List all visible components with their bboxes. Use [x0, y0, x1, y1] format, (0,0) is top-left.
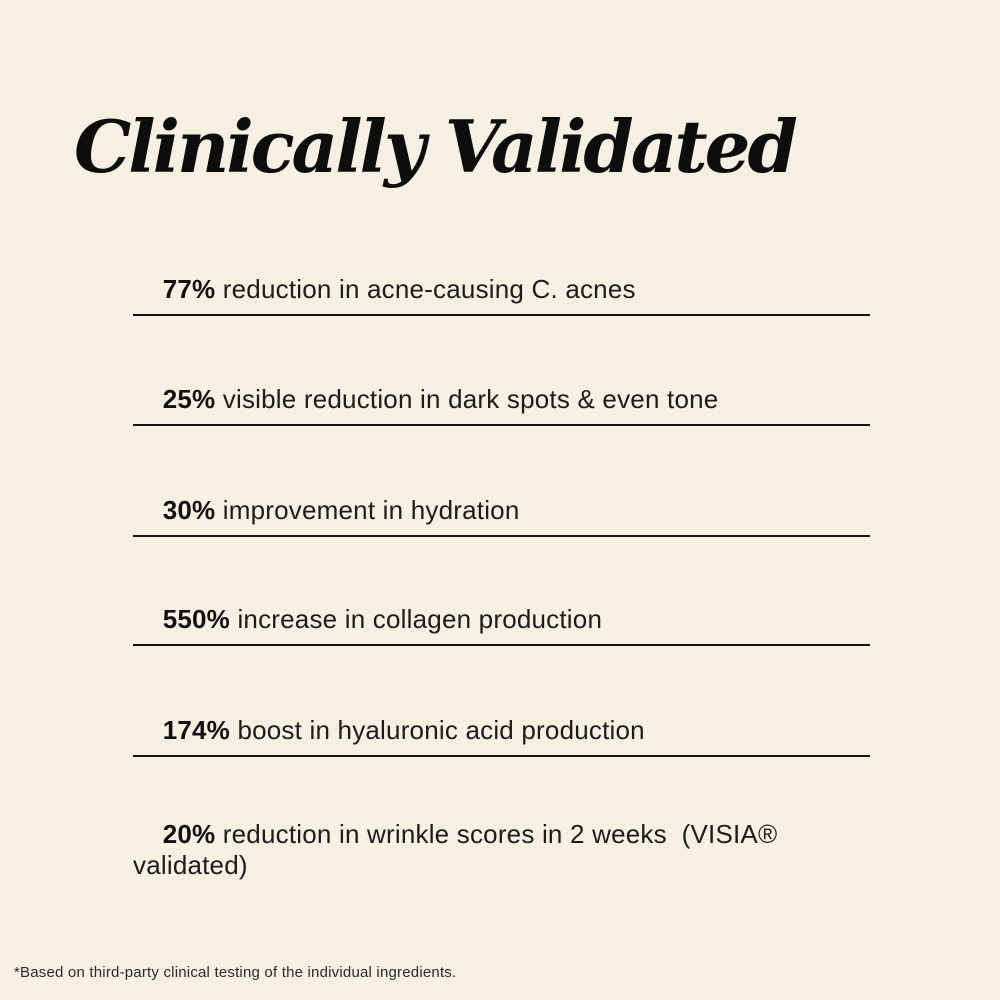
stat-value: 20%: [162, 819, 216, 850]
stat-value: 77%: [162, 274, 216, 305]
stat-row-wrinkles: 20% reduction in wrinkle scores in 2 wee…: [133, 788, 873, 913]
stat-row-dark-spots: 25% visible reduction in dark spots & ev…: [133, 353, 873, 447]
stat-value: 30%: [162, 495, 216, 526]
stat-text: improvement in hydration: [222, 495, 520, 526]
divider: [133, 424, 870, 426]
divider: [133, 644, 870, 646]
divider: [133, 755, 870, 757]
stat-row-hydration: 30% improvement in hydration: [133, 464, 873, 558]
stat-text: boost in hyaluronic acid production: [237, 715, 645, 746]
stat-value: 174%: [162, 715, 231, 746]
page-title: Clinically Validated: [74, 104, 798, 190]
stat-text: increase in collagen production: [237, 604, 603, 635]
stat-row-hyaluronic: 174% boost in hyaluronic acid production: [133, 684, 873, 778]
stat-row-collagen: 550% increase in collagen production: [133, 573, 873, 667]
stat-text: reduction in acne-causing C. acnes: [222, 274, 636, 305]
divider: [133, 314, 870, 316]
stat-row-acne: 77% reduction in acne-causing C. acnes: [133, 243, 873, 337]
stat-value: 25%: [162, 384, 216, 415]
stat-text: visible reduction in dark spots & even t…: [222, 384, 719, 415]
divider: [133, 535, 870, 537]
stat-text: reduction in wrinkle scores in 2 weeks (…: [133, 819, 785, 881]
footnote: *Based on third-party clinical testing o…: [14, 964, 457, 981]
stat-value: 550%: [162, 604, 231, 635]
